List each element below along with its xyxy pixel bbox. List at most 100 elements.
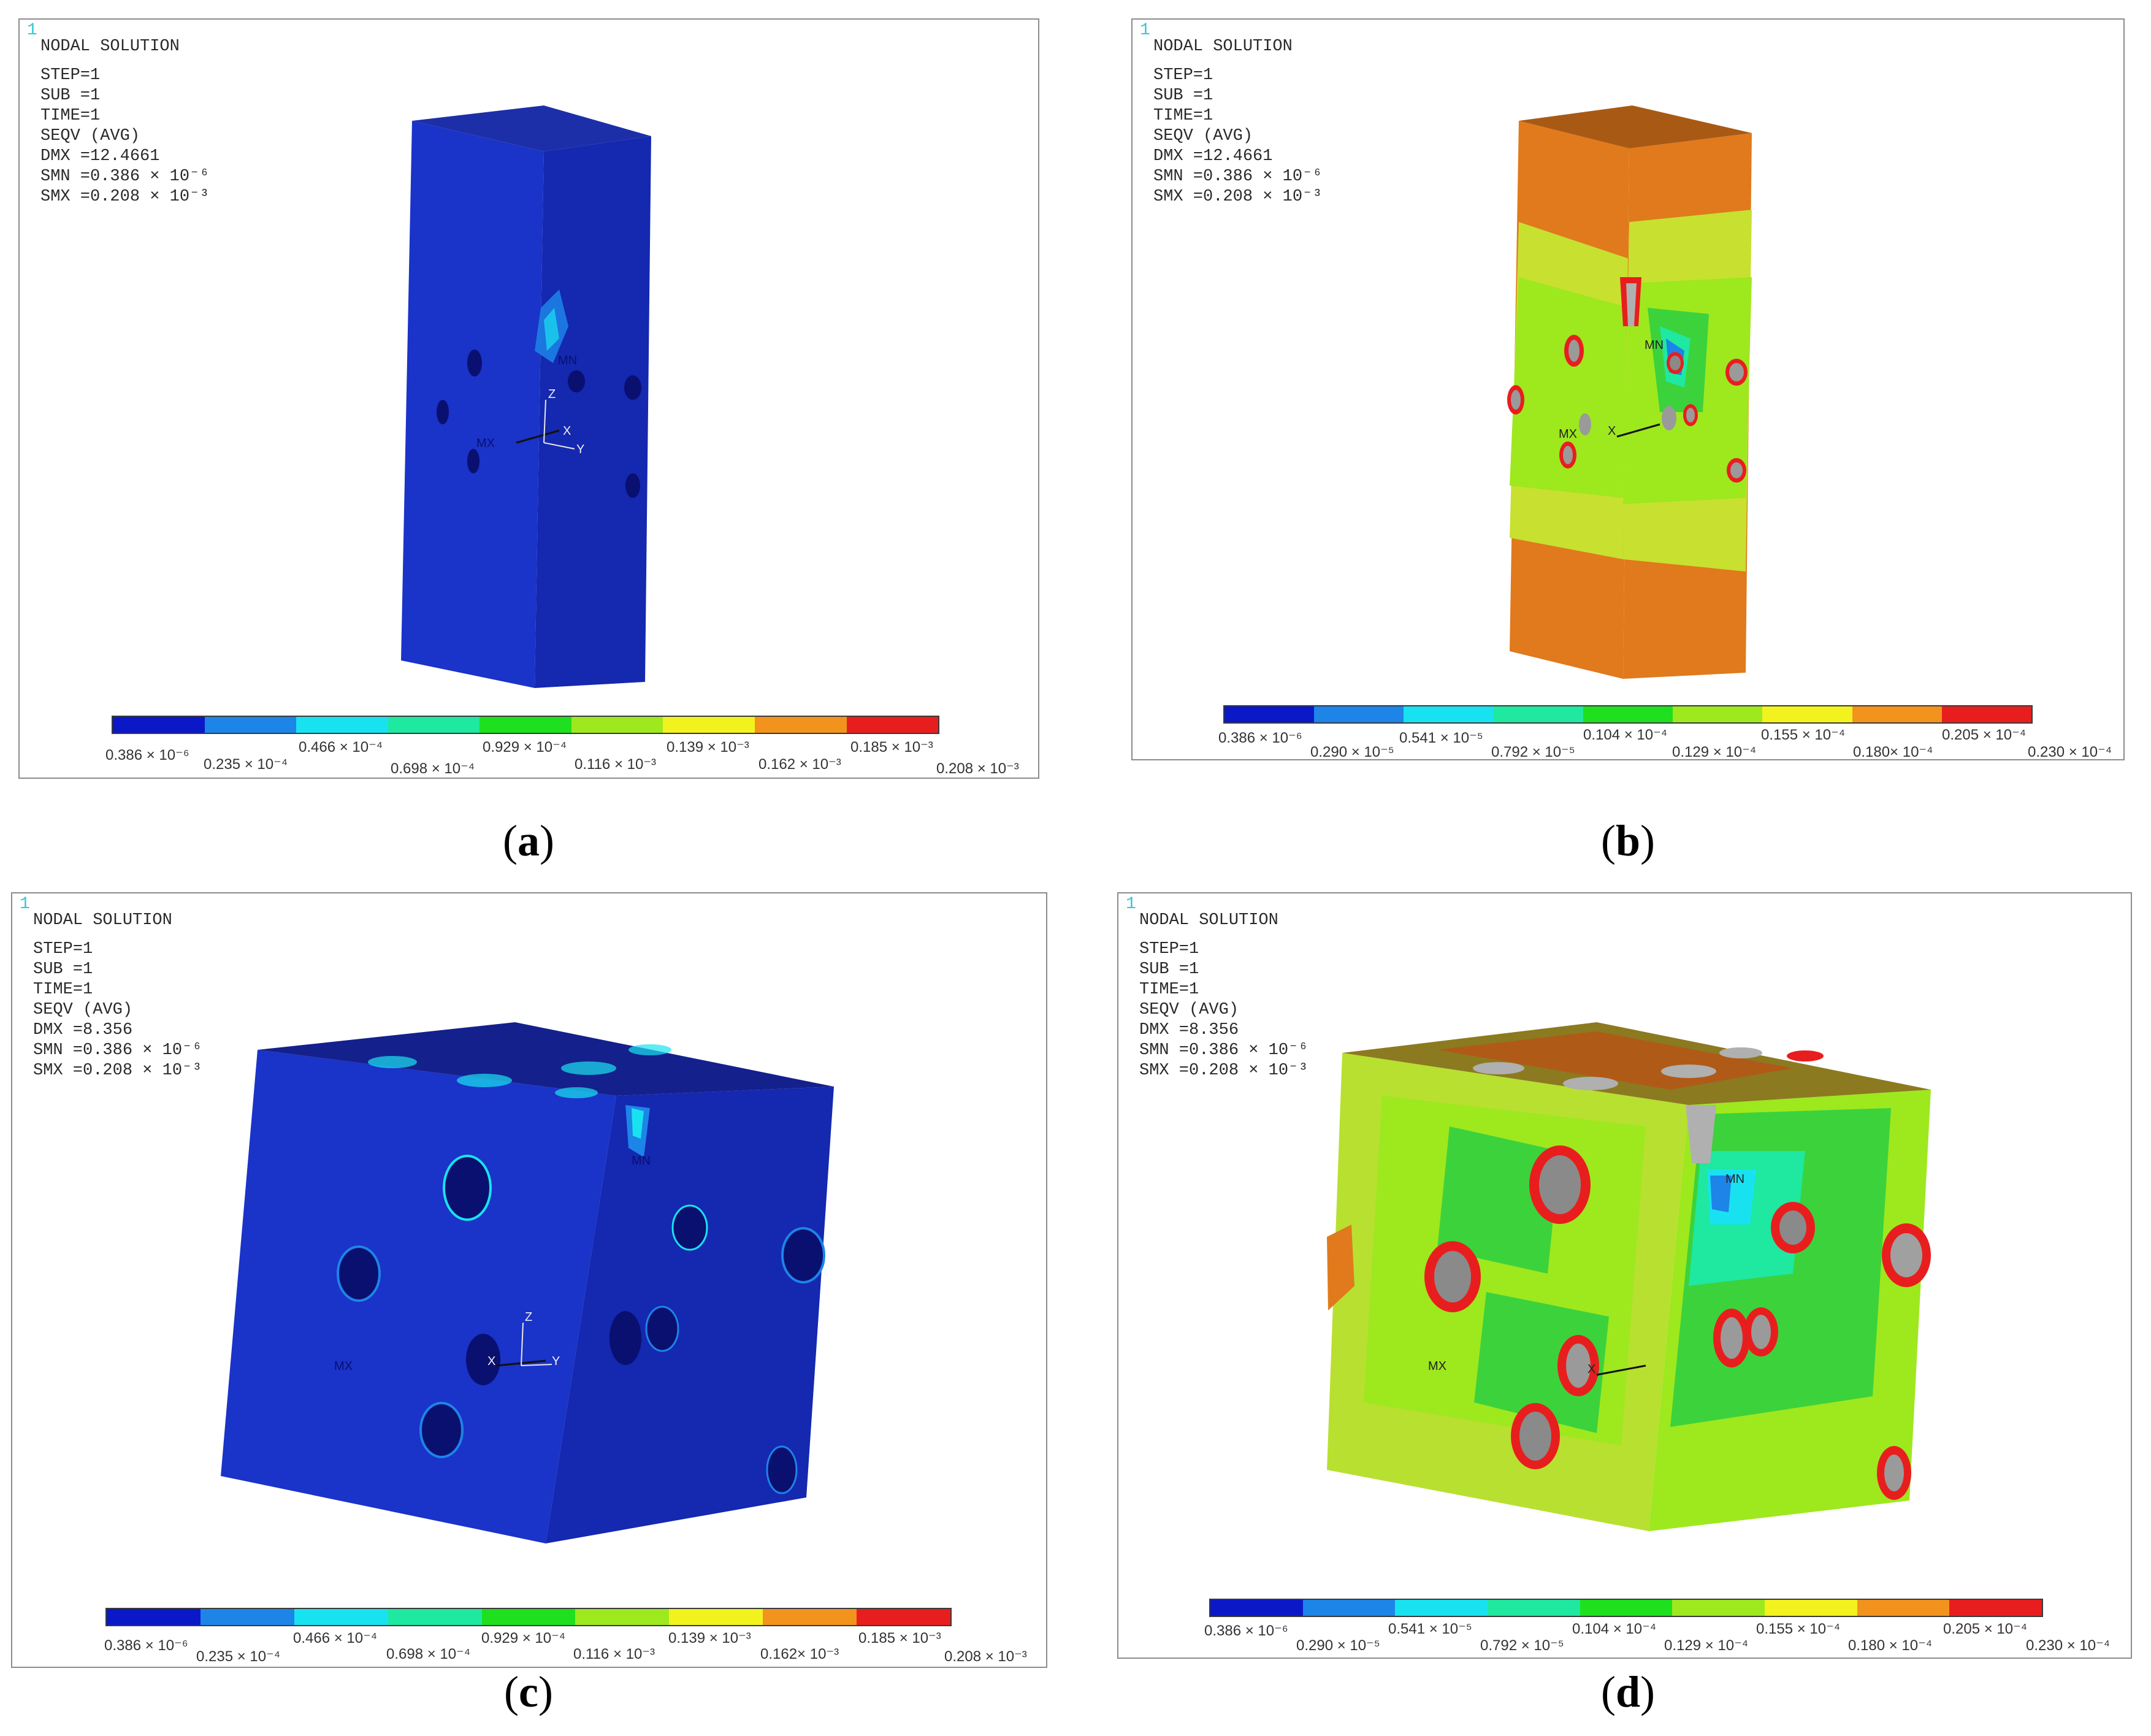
legend-label: 0.792 × 10⁻⁵: [1491, 744, 1575, 760]
panel-c: MX MN X Y Z 1 NODAL SOLUTION STEP=1 SUB …: [11, 892, 1047, 1668]
hole: [466, 1334, 500, 1385]
solution-title: NODAL SOLUTION: [1139, 911, 1278, 930]
contour-region: [1710, 1176, 1732, 1212]
legend-label: 0.466 × 10⁻⁴: [293, 1630, 378, 1646]
viewport-number: 1: [1140, 21, 1150, 40]
model-view-a: [401, 105, 651, 688]
legend-label: 0.230 × 10⁻⁴: [2028, 744, 2112, 760]
info-step: STEP=1: [40, 66, 101, 85]
hole: [671, 1204, 708, 1251]
marker-mn: MN: [632, 1154, 651, 1168]
info-sub: SUB =1: [40, 86, 101, 105]
legend-label: 0.290 × 10⁻⁵: [1310, 744, 1394, 760]
axis-y: [521, 1364, 552, 1366]
legend-label: 0.929 × 10⁻⁴: [483, 739, 567, 755]
hole: [766, 1445, 798, 1494]
legend-label: 0.180 × 10⁻⁴: [1848, 1637, 1933, 1654]
hole: [1686, 408, 1695, 423]
model-view-c: [221, 1022, 834, 1543]
legend-label: 0.290 × 10⁻⁵: [1296, 1637, 1380, 1654]
legend-label: 0.129 × 10⁻⁴: [1664, 1637, 1749, 1654]
hole: [1563, 446, 1573, 464]
marker-mn: MN: [558, 354, 578, 367]
block-top-face: [1519, 105, 1752, 148]
hole: [1511, 390, 1521, 410]
axis-label-x: X: [487, 1355, 496, 1368]
legend-label: 0.139 × 10⁻³: [667, 739, 749, 755]
color-legend-bar: [112, 716, 939, 734]
model-view-d: [1327, 1022, 1931, 1531]
info-seqv: SEQV (AVG): [40, 127, 140, 145]
legend-label: 0.698 × 10⁻⁴: [391, 760, 475, 777]
axis-x: [1616, 423, 1660, 438]
legend-label: 0.235 × 10⁻⁴: [204, 756, 288, 773]
legend-label: 0.116 × 10⁻³: [573, 1646, 655, 1662]
hole: [443, 1155, 492, 1221]
hole: [1670, 356, 1681, 370]
legend-label: 0.208 × 10⁻³: [936, 760, 1019, 777]
info-step: STEP=1: [1139, 940, 1199, 958]
legend-label: 0.139 × 10⁻³: [668, 1630, 751, 1646]
hole: [1661, 1065, 1716, 1078]
legend-label: 0.155 × 10⁻⁴: [1756, 1621, 1841, 1637]
info-smn: SMN =0.386 × 10⁻⁶: [33, 1041, 202, 1060]
legend-label: 0.386 × 10⁻⁶: [104, 1637, 188, 1654]
info-time: TIME=1: [1139, 981, 1199, 999]
legend-label: 0.185 × 10⁻³: [850, 739, 933, 755]
hole: [1719, 1047, 1762, 1058]
legend-label: 0.104 × 10⁻⁴: [1572, 1621, 1657, 1637]
block-top-face: [258, 1022, 834, 1096]
block-right-face: [546, 1087, 834, 1543]
axis-label-x: X: [1608, 424, 1616, 438]
hole: [437, 400, 449, 424]
info-dmx: DMX =8.356: [33, 1021, 133, 1039]
info-smx: SMX =0.208 × 10⁻³: [1153, 188, 1323, 206]
hole: [1721, 1317, 1743, 1359]
axis-z: [543, 399, 546, 443]
solution-info: NODAL SOLUTION STEP=1 SUB =1 TIME=1 SEQV…: [1153, 37, 1323, 207]
hole: [1662, 406, 1676, 430]
info-sub: SUB =1: [1153, 86, 1213, 105]
hole: [1539, 1155, 1581, 1214]
marker-mx: MX: [334, 1359, 353, 1373]
info-smx: SMX =0.208 × 10⁻³: [40, 188, 210, 206]
legend-label: 0.185 × 10⁻³: [858, 1630, 941, 1646]
legend-label: 0.792 × 10⁻⁵: [1480, 1637, 1564, 1654]
info-step: STEP=1: [33, 940, 93, 958]
hole: [1563, 1077, 1618, 1090]
info-smn: SMN =0.386 × 10⁻⁶: [40, 167, 210, 186]
model-view-b: [1507, 105, 1752, 679]
viewport-number: 1: [1126, 895, 1136, 914]
block-top-face: [412, 105, 651, 151]
legend-label: 0.162 × 10⁻³: [758, 756, 841, 773]
hole: [625, 473, 640, 498]
axis-label-x: X: [1587, 1363, 1596, 1376]
hole: [781, 1227, 825, 1283]
contour-region: [1474, 1292, 1609, 1433]
legend-label: 0.180× 10⁻⁴: [1853, 744, 1933, 760]
solution-info: NODAL SOLUTION STEP=1 SUB =1 TIME=1 SEQV…: [1139, 911, 1309, 1081]
info-seqv: SEQV (AVG): [33, 1001, 133, 1019]
info-dmx: DMX =8.356: [1139, 1021, 1239, 1039]
marker-mx: MX: [1428, 1359, 1446, 1373]
info-seqv: SEQV (AVG): [1139, 1001, 1239, 1019]
solution-title: NODAL SOLUTION: [40, 37, 180, 56]
solution-info: NODAL SOLUTION STEP=1 SUB =1 TIME=1 SEQV…: [40, 37, 210, 207]
caption-c: (c): [504, 1667, 553, 1716]
hole: [1890, 1233, 1922, 1277]
info-step: STEP=1: [1153, 66, 1213, 85]
hole: [1568, 340, 1580, 362]
hole: [337, 1245, 381, 1302]
panel-b: MX MN X 1 NODAL SOLUTION STEP=1 SUB =1 T…: [1131, 18, 2125, 760]
info-smx: SMX =0.208 × 10⁻³: [33, 1061, 202, 1080]
legend-label: 0.205 × 10⁻⁴: [1942, 727, 2027, 743]
block-right-face: [535, 136, 651, 688]
hot-spot: [1787, 1050, 1824, 1061]
marker-mn: MN: [1725, 1172, 1745, 1186]
info-seqv: SEQV (AVG): [1153, 127, 1253, 145]
hole: [467, 449, 479, 473]
legend-label: 0.155 × 10⁻⁴: [1761, 727, 1846, 743]
hole: [568, 370, 585, 392]
axis-label-x: X: [563, 424, 571, 438]
hole: [467, 350, 482, 377]
